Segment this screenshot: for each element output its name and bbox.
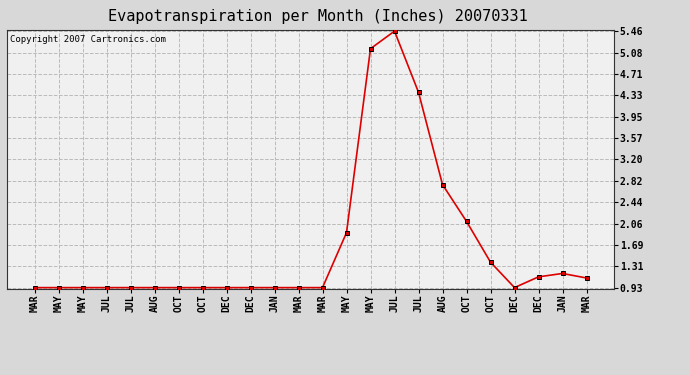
Text: Copyright 2007 Cartronics.com: Copyright 2007 Cartronics.com <box>10 35 166 44</box>
Text: Evapotranspiration per Month (Inches) 20070331: Evapotranspiration per Month (Inches) 20… <box>108 9 527 24</box>
